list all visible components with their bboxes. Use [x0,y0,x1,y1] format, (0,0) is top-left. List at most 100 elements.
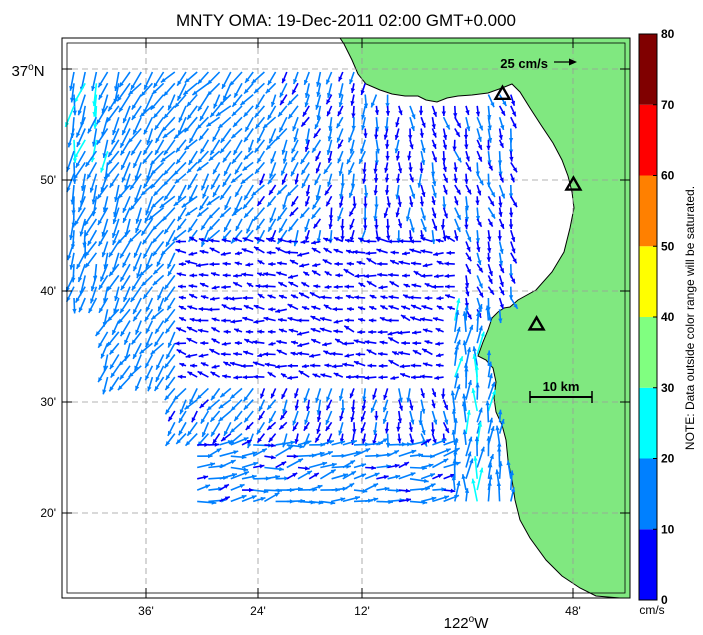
current-vector [141,229,154,245]
current-vector [253,246,265,254]
current-vector [476,467,484,491]
current-vector [119,128,131,149]
current-vector [421,496,437,503]
current-vector [349,71,355,85]
current-vector [222,273,231,278]
current-vector [265,237,276,243]
current-vector [376,486,390,492]
current-vector [211,337,220,344]
current-vector [312,373,321,378]
current-vector [140,274,153,287]
current-vector [399,364,411,369]
current-vector [148,206,165,221]
current-vector [453,418,458,434]
current-vector [290,294,299,299]
current-vector [118,94,131,113]
current-vector [430,422,436,435]
current-vector [163,105,176,120]
current-vector [252,361,265,367]
current-vector [308,472,320,480]
current-vector [420,483,436,491]
current-vector [463,128,469,140]
current-vector [200,229,210,248]
current-vector [198,195,210,211]
current-vector [353,360,366,367]
current-vector [102,376,109,395]
map-frame [61,37,631,599]
current-vector [287,274,299,279]
current-vector [303,388,310,403]
current-vector [254,139,266,153]
current-vector [465,150,470,162]
radar-sites [493,84,583,331]
current-vector [353,488,368,494]
current-vector [363,94,369,109]
current-vector [324,184,333,196]
current-vector [451,475,456,491]
current-vector [287,363,299,368]
current-vector [200,295,209,300]
current-vector [233,273,243,278]
current-vector [395,150,401,161]
current-vector [350,94,355,106]
current-vector [122,105,131,124]
current-vector [235,218,243,232]
current-vector [498,263,505,274]
current-vector [443,473,456,480]
current-vector [432,317,444,322]
current-vector [424,340,433,345]
current-vector [255,284,265,289]
current-vector [233,328,243,333]
current-vector [155,354,165,371]
current-vector [476,446,485,468]
current-vector [308,484,323,491]
current-vector [86,162,98,180]
current-vector [186,161,198,174]
current-vector [294,388,299,399]
current-vector [316,105,322,121]
current-vector [268,341,276,346]
current-vector [453,162,458,173]
current-vector [350,410,355,423]
current-vector [325,410,333,426]
current-vector [253,374,265,380]
current-vector [461,401,467,423]
current-vector [74,286,86,304]
current-vector [223,329,231,334]
current-vector [120,274,131,291]
current-vector [362,162,367,174]
current-vector [356,260,366,266]
current-vector [365,497,379,503]
current-vector [471,478,478,502]
current-vector [508,218,514,230]
current-vector [189,317,198,322]
current-vector [243,399,254,411]
current-vector [360,422,366,434]
current-vector [87,116,98,134]
current-vector [325,421,333,432]
current-vector [257,259,265,265]
current-vector [311,247,321,254]
current-vector [134,320,142,335]
current-vector [420,438,432,446]
current-vector [153,331,165,347]
current-vector [87,297,98,314]
current-vector [363,196,368,209]
current-vector [385,105,391,116]
current-vector [462,393,467,412]
current-vector [122,207,131,224]
current-vector [218,94,232,107]
current-vector [198,128,210,141]
current-vector [101,241,109,258]
current-vector [320,450,334,457]
current-vector [442,162,447,172]
current-vector [384,173,390,183]
current-vector [119,139,131,156]
current-vector [373,207,378,221]
current-vector [274,127,288,141]
current-vector [175,239,187,244]
current-vector [221,303,232,311]
current-vector [296,318,310,323]
current-vector [453,173,458,184]
current-vector [431,388,437,398]
